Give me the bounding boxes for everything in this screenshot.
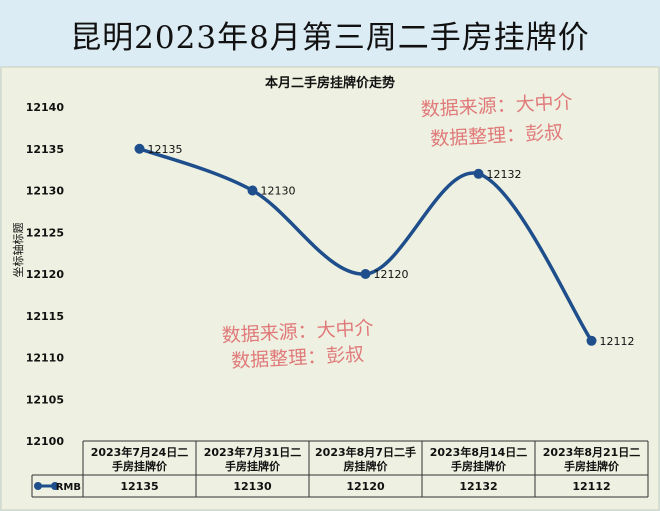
category-label: 手房挂牌价 bbox=[225, 459, 281, 473]
category-label: 2023年8月14日二 bbox=[430, 445, 528, 459]
category-label: 房挂牌价 bbox=[344, 459, 389, 473]
y-tick-label: 12110 bbox=[26, 352, 65, 365]
category-label: 2023年8月21日二 bbox=[543, 445, 641, 459]
table-value: 12120 bbox=[346, 480, 385, 493]
y-tick-label: 12105 bbox=[26, 393, 64, 406]
y-tick-label: 12120 bbox=[26, 268, 65, 281]
table-value: 12132 bbox=[459, 480, 497, 493]
data-label: 12132 bbox=[487, 168, 522, 181]
chart-area bbox=[0, 66, 660, 511]
category-label: 手房挂牌价 bbox=[112, 459, 168, 473]
data-point bbox=[473, 168, 484, 179]
category-label: 2023年7月31日二 bbox=[204, 445, 302, 459]
table-value: 12112 bbox=[572, 480, 610, 493]
category-label: 2023年7月24日二 bbox=[91, 445, 189, 459]
data-point bbox=[360, 269, 371, 279]
data-point bbox=[134, 143, 145, 154]
table-value: 12135 bbox=[120, 480, 158, 493]
banner-title: 昆明2023年8月第三周二手房挂牌价 bbox=[70, 20, 590, 56]
y-tick-label: 12125 bbox=[26, 226, 64, 239]
data-point bbox=[247, 185, 258, 196]
category-label: 手房挂牌价 bbox=[564, 459, 620, 473]
y-tick-label: 12100 bbox=[26, 435, 65, 448]
banner: 昆明2023年8月第三周二手房挂牌价 bbox=[0, 0, 660, 66]
data-label: 12130 bbox=[261, 185, 296, 198]
chart-title: 本月二手房挂牌价走势 bbox=[265, 75, 395, 91]
y-tick-label: 12130 bbox=[26, 185, 65, 198]
y-tick-label: 12115 bbox=[26, 310, 64, 323]
data-label: 12120 bbox=[374, 268, 409, 281]
table-value: 12130 bbox=[233, 480, 272, 493]
legend-label: RMB bbox=[56, 482, 81, 493]
data-point bbox=[586, 335, 597, 346]
y-axis-title: 坐标轴标题 bbox=[11, 223, 25, 278]
category-label: 2023年8月7日二手 bbox=[315, 445, 416, 459]
series-line bbox=[138, 147, 593, 342]
line-chart: 本月二手房挂牌价走势 坐标轴标题 12100 12105 12110 12115 121… bbox=[0, 66, 660, 511]
legend-marker bbox=[34, 482, 42, 490]
data-label: 12112 bbox=[600, 335, 635, 348]
data-label: 12135 bbox=[148, 143, 183, 156]
legend-marker bbox=[51, 482, 59, 490]
category-label: 手房挂牌价 bbox=[451, 459, 507, 473]
y-tick-label: 12135 bbox=[26, 143, 64, 156]
y-tick-label: 12140 bbox=[26, 101, 65, 114]
